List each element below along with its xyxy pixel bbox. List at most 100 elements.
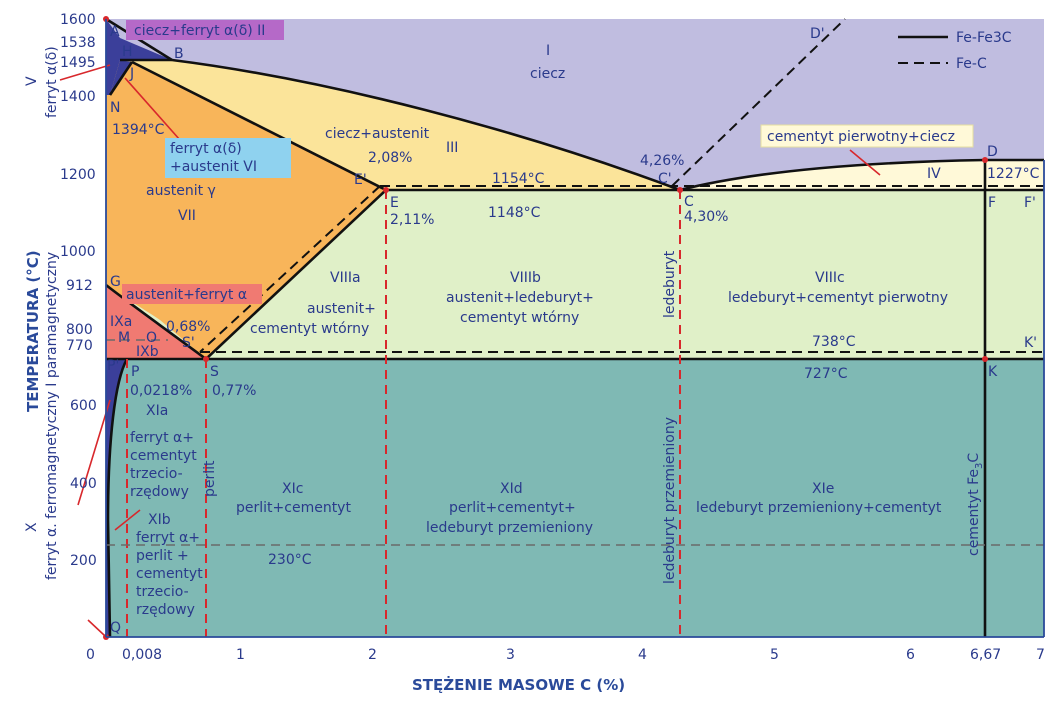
y-tick-912: 912: [66, 278, 93, 294]
point-k-prime: K': [1024, 335, 1037, 351]
label-xib-5: rzędowy: [136, 602, 195, 618]
label-068: 0,68%: [166, 319, 210, 335]
point-f-prime: F': [1024, 195, 1036, 211]
point-f: F: [988, 195, 996, 211]
x-tick-0008: 0,008: [122, 647, 162, 663]
y-tick-1600: 1600: [60, 12, 96, 28]
arrows: [59, 64, 881, 636]
label-box-austenite-ferrite: [122, 284, 262, 304]
point-s-prime: S': [182, 335, 195, 351]
point-e-prime: E': [354, 172, 367, 188]
label-iv: IV: [927, 166, 941, 182]
label-iv-desc: cementyt pierwotny+ciecz: [767, 129, 955, 145]
arrow-xb: [114, 509, 141, 531]
label-viiia: VIIIa: [330, 270, 361, 286]
x-tick-3: 3: [506, 647, 515, 663]
y-tick-1200: 1200: [60, 167, 96, 183]
point-b: B: [174, 46, 184, 62]
point-g: G: [110, 274, 121, 290]
y-tick-1495: 1495: [60, 55, 96, 71]
point-n: N: [110, 100, 120, 116]
label-xia-2: cementyt: [130, 448, 197, 464]
label-vii: VII: [178, 208, 196, 224]
y-ticks: 1600 1538 1495 1400 1200 1000 912 800 77…: [60, 12, 97, 569]
liquid-austenite-region: [120, 60, 680, 190]
point-c-prime: C': [658, 171, 672, 187]
label-xie: XIe: [812, 481, 834, 497]
label-viiib-1: austenit+ledeburyt+: [446, 290, 594, 306]
y-tick-770: 770: [66, 338, 93, 354]
acm-line-fec: [199, 185, 381, 353]
label-xia-1: ferryt α+: [130, 430, 194, 446]
arrow-q: [87, 619, 105, 636]
ferrite-delta-region: [106, 19, 120, 95]
x-ticks: 0 0,008 1 2 3 4 5 6 6,67 7: [86, 647, 1045, 663]
x-tick-4: 4: [638, 647, 647, 663]
label-box-vi: [165, 138, 291, 178]
label-ixa: IXa: [110, 314, 132, 330]
point-j: J: [129, 66, 134, 82]
label-xid-2: ledeburyt przemieniony: [426, 520, 593, 536]
label-xid-1: perlit+cementyt+: [449, 500, 576, 516]
region-labels: I ciecz ciecz+ferryt α(δ) II ciecz+auste…: [110, 23, 1040, 618]
label-viiia-1: austenit+: [307, 301, 376, 317]
cementyt-end: C: [966, 453, 982, 463]
liquid-ferrite-region: [120, 38, 172, 60]
label-ledeburyt-vertical: ledeburyt: [662, 250, 678, 318]
label-viiia-2: cementyt wtórny: [250, 321, 369, 337]
label-ledeburyt-przemieniony-vertical: ledeburyt przemieniony: [662, 417, 678, 584]
label-viiic: VIIIc: [815, 270, 845, 286]
point-a: A: [110, 24, 120, 40]
label-xia-3: trzecio-: [130, 466, 183, 482]
x-tick-1: 1: [236, 647, 245, 663]
label-426: 4,26%: [640, 153, 684, 169]
label-xia: XIa: [146, 403, 168, 419]
arrow-x: [77, 399, 111, 506]
label-ciecz-austenit: ciecz+austenit: [325, 126, 430, 142]
legend-fe-c: Fe-C: [956, 56, 987, 72]
arrow-v: [59, 64, 111, 81]
point-e: E: [390, 195, 399, 211]
solid-lines: [105, 17, 1044, 638]
label-ciecz: ciecz: [530, 66, 565, 82]
point-m: M: [118, 330, 130, 346]
label-i: I: [546, 43, 550, 59]
vertical-labels: ledeburyt ledeburyt przemieniony perlit …: [24, 46, 985, 584]
gray-dashed-lines: [106, 339, 1044, 546]
arrow-iv: [849, 149, 881, 176]
label-v: V: [24, 76, 40, 86]
point-p: P: [131, 364, 139, 380]
label-viiib-2: cementyt wtórny: [460, 310, 579, 326]
point-s-marker: [203, 356, 209, 362]
red-dashed-lines: [126, 190, 681, 637]
label-1227: 1227°C: [987, 166, 1040, 182]
label-xib-4: trzecio-: [136, 584, 189, 600]
point-s: S: [210, 364, 219, 380]
x-axis-title: STĘŻENIE MASOWE C (%): [412, 675, 625, 694]
label-vi-1: ferryt α(δ): [170, 141, 242, 157]
y-axis-title: TEMPERATURA (°C): [24, 250, 42, 412]
label-ii: ciecz+ferryt α(δ) II: [134, 23, 265, 39]
label-xib-2: perlit +: [136, 548, 189, 564]
point-d-marker: [982, 157, 988, 163]
y-tick-1000: 1000: [60, 244, 96, 260]
axes: [105, 19, 1045, 638]
x-tick-667: 6,67: [970, 647, 1001, 663]
y-tick-1538: 1538: [60, 35, 96, 51]
graphite-liquidus: [671, 18, 846, 187]
label-xie-1: ledeburyt przemieniony+cementyt: [696, 500, 942, 516]
legend-box: [890, 25, 1040, 75]
point-h: H: [122, 44, 133, 60]
label-vi-2: +austenit VI: [170, 159, 257, 175]
label-211: 2,11%: [390, 212, 434, 228]
solidus-je: [131, 60, 387, 192]
bottom-region: [106, 359, 1044, 637]
acm-line: [205, 189, 387, 360]
legend-fe-fe3c: Fe-Fe3C: [956, 30, 1012, 46]
label-xic-1: perlit+cementyt: [236, 500, 351, 516]
label-00218: 0,0218%: [130, 383, 192, 399]
pq-line: [106, 358, 129, 638]
label-austenit-gamma: austenit γ: [146, 183, 216, 199]
point-c-marker: [677, 187, 683, 193]
